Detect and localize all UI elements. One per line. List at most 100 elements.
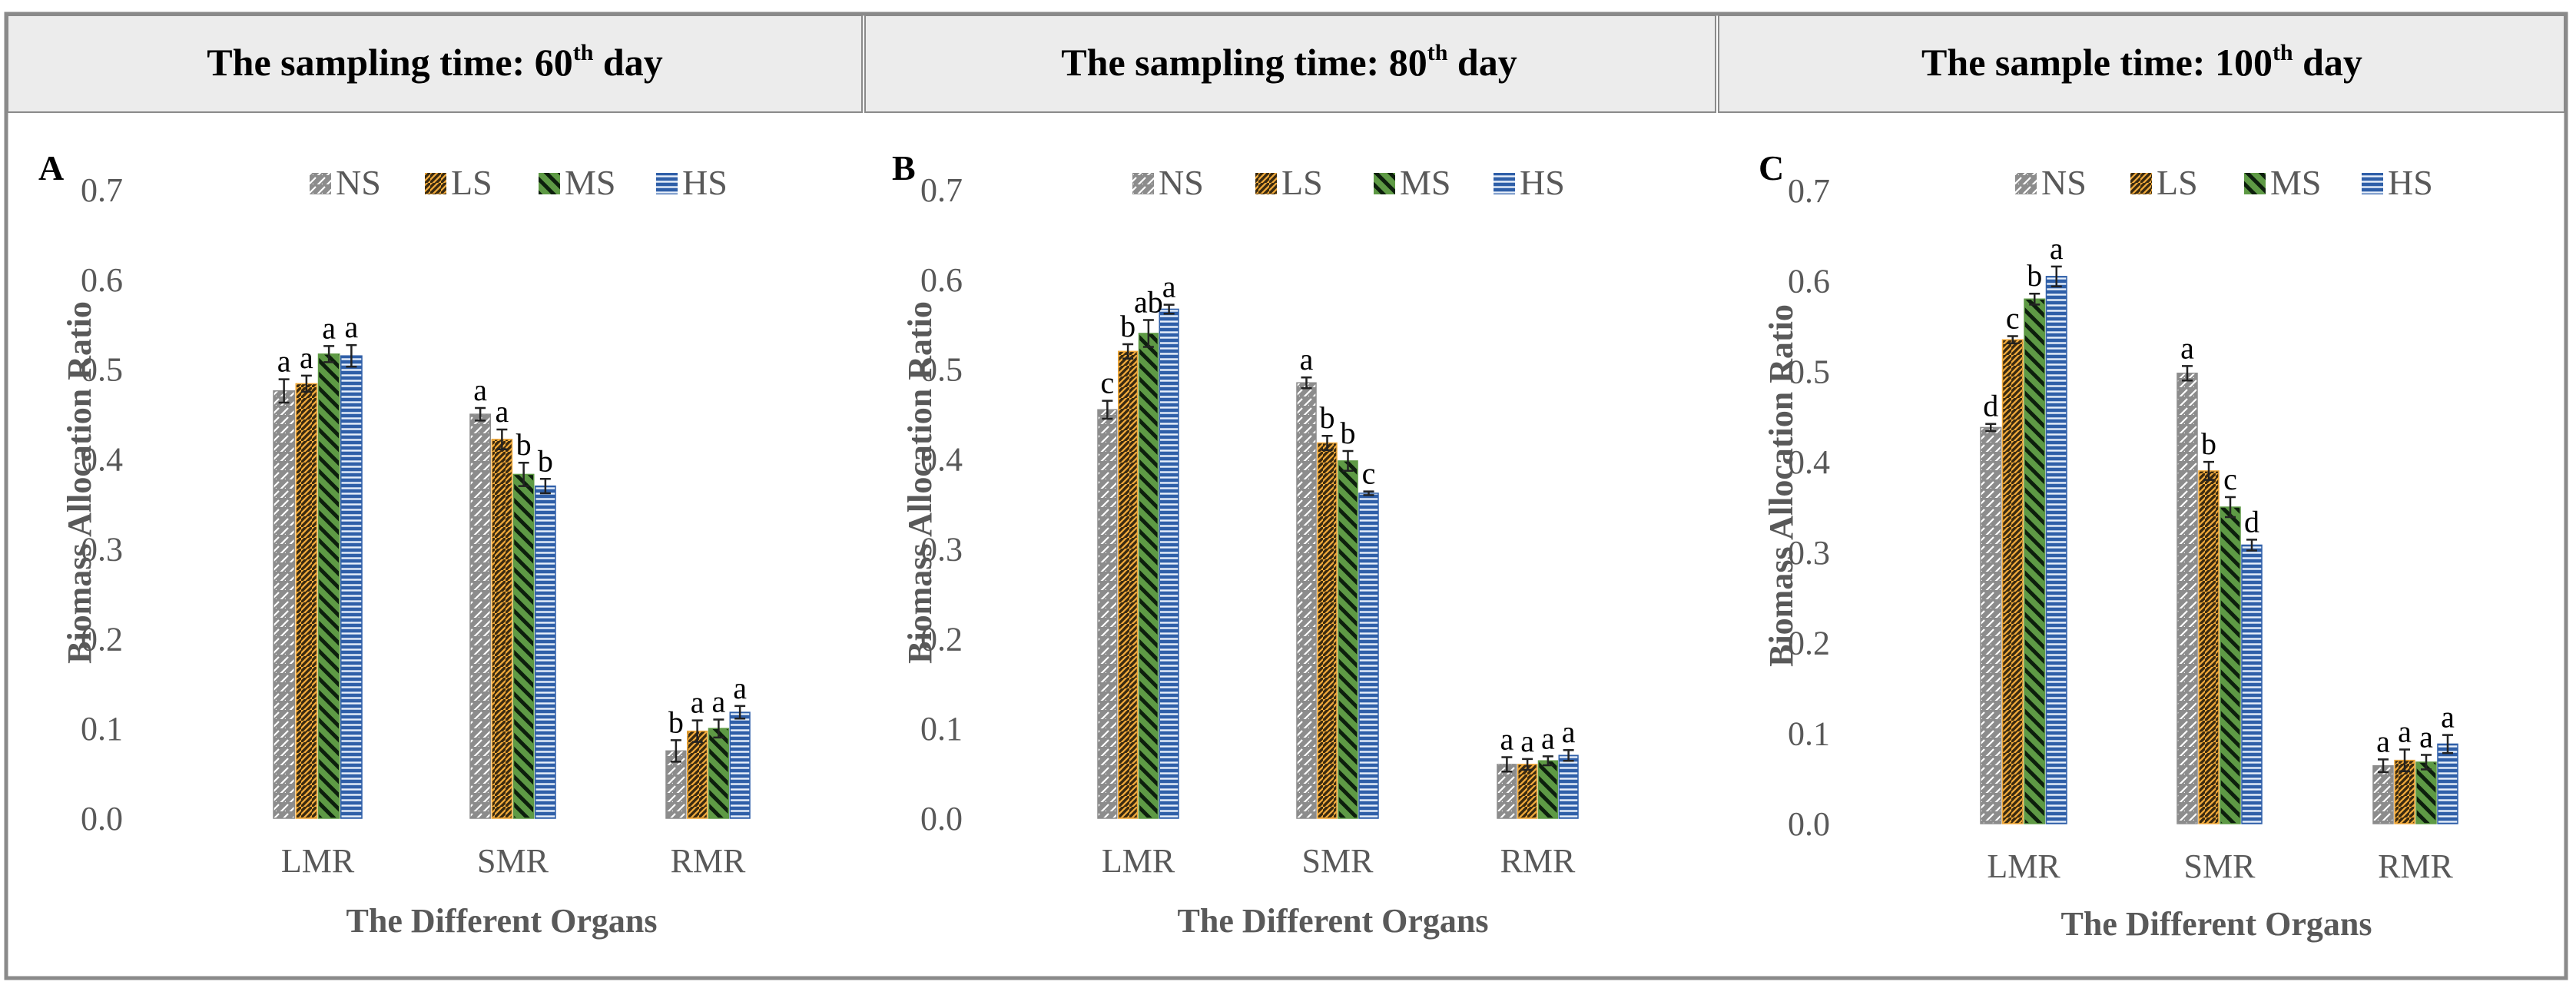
- significance-letter: c: [1100, 366, 1114, 400]
- bar-ns-lmr: [1097, 409, 1118, 819]
- y-tick-label: 0.1: [1788, 715, 1830, 752]
- significance-letter: c: [1362, 456, 1376, 491]
- error-bar: [2182, 365, 2193, 382]
- panel-a: The sampling time: 60th day A NS LS MS H…: [7, 15, 863, 940]
- panel-header-title: The sample time: 100th day: [1921, 40, 2362, 84]
- bar-ns-smr: [469, 413, 491, 819]
- bar-hs-lmr: [2045, 276, 2067, 824]
- bar-ms-smr: [512, 473, 535, 819]
- x-tick-label: SMR: [1302, 842, 1374, 880]
- bar-ls-lmr: [2001, 339, 2024, 824]
- x-tick-label: LMR: [1987, 847, 2060, 885]
- bar-hs-smr: [2241, 544, 2263, 824]
- bar-hs-smr: [535, 485, 556, 819]
- panel-letter: A: [38, 148, 64, 187]
- error-bar: [300, 374, 312, 393]
- bar-hs-lmr: [340, 355, 363, 819]
- panel-b: The sampling time: 80th day B NS LS MS H…: [864, 15, 1716, 940]
- significance-letter: b: [668, 705, 684, 739]
- panel-header-title: The sampling time: 80th day: [1061, 40, 1517, 84]
- significance-letter: a: [1500, 722, 1513, 757]
- significance-letter: a: [2180, 330, 2194, 365]
- legend: NS LS MS HS: [2015, 163, 2433, 202]
- legend-label-hs: HS: [2388, 163, 2433, 202]
- significance-letter: c: [2223, 462, 2237, 496]
- y-tick-label: 0.7: [1788, 172, 1830, 210]
- significance-letter: a: [473, 373, 487, 407]
- bar-ls-smr: [1317, 442, 1338, 819]
- error-bar: [2007, 335, 2018, 345]
- legend-label-hs: HS: [682, 163, 728, 202]
- y-tick-label: 0.4: [1788, 443, 1830, 481]
- significance-letter: a: [322, 310, 336, 345]
- bar-ns-smr: [2177, 373, 2198, 824]
- bar-hs-lmr: [1159, 308, 1179, 819]
- legend-label-ls: LS: [1281, 163, 1323, 202]
- significance-letter: a: [277, 344, 291, 379]
- error-bar: [2225, 496, 2236, 519]
- y-tick-label: 0.1: [81, 710, 123, 748]
- error-bar: [713, 718, 724, 739]
- panel-header-title: The sampling time: 60th day: [207, 40, 662, 84]
- significance-letter: a: [2050, 231, 2064, 266]
- error-bar: [323, 345, 335, 363]
- y-tick-label: 0.2: [81, 620, 123, 658]
- bar-ns-smr: [1296, 382, 1317, 819]
- error-bar: [2421, 754, 2432, 771]
- bar-ms-lmr: [1138, 333, 1159, 819]
- legend-swatch-ls: [1255, 173, 1277, 194]
- error-bar: [539, 478, 551, 495]
- error-bar: [2442, 734, 2453, 755]
- significance-letter: b: [538, 443, 553, 478]
- significance-letter: a: [2376, 724, 2390, 758]
- legend-swatch-ns: [310, 173, 331, 194]
- bar-ms-rmr: [1537, 760, 1558, 819]
- y-axis-label: Biomass Allocation Ratio: [1762, 304, 1800, 667]
- error-bar: [1363, 490, 1374, 496]
- error-bar: [1122, 343, 1134, 360]
- error-bar: [518, 461, 529, 487]
- bar-ls-lmr: [1118, 350, 1139, 819]
- bar-ms-lmr: [317, 353, 340, 819]
- x-tick-label: SMR: [2184, 847, 2256, 885]
- y-axis-label: Biomass Allocation Ratio: [61, 301, 98, 664]
- significance-letter: b: [1120, 309, 1135, 343]
- error-bar: [278, 378, 290, 404]
- x-axis-label: The Different Organs: [1178, 902, 1489, 940]
- error-bar: [1321, 434, 1333, 452]
- significance-letter: a: [2419, 720, 2433, 755]
- significance-letter: a: [2398, 714, 2412, 748]
- panel-header-bg: [864, 15, 1716, 113]
- x-tick-label: RMR: [2378, 847, 2453, 885]
- bar-ls-rmr: [687, 730, 708, 819]
- panel-header-bg: [7, 15, 863, 113]
- error-bar: [496, 428, 508, 450]
- y-tick-label: 0.0: [1788, 805, 1830, 843]
- error-bar: [2378, 758, 2389, 774]
- significance-letter: a: [1520, 724, 1534, 758]
- significance-letter: a: [1562, 715, 1576, 749]
- y-tick-label: 0.5: [1788, 353, 1830, 390]
- error-bar: [2051, 265, 2062, 288]
- y-tick-label: 0.0: [920, 800, 963, 837]
- error-bar: [670, 739, 681, 763]
- panel-letter: C: [1759, 148, 1784, 187]
- legend-label-ns: NS: [336, 163, 381, 202]
- legend: NS LS MS HS: [310, 163, 728, 202]
- x-tick-label: LMR: [1102, 842, 1175, 880]
- bar-ms-smr: [2220, 506, 2241, 824]
- legend-label-hs: HS: [1520, 163, 1565, 202]
- error-bar: [734, 705, 746, 720]
- error-bar: [1342, 449, 1354, 473]
- legend-label-ns: NS: [2041, 163, 2087, 202]
- bar-ms-rmr: [2415, 761, 2437, 824]
- y-axis-label: Biomass Allocation Ratio: [901, 301, 939, 664]
- significance-letter: ab: [1134, 284, 1163, 319]
- error-bar: [1301, 376, 1312, 390]
- legend-label-ns: NS: [1159, 163, 1204, 202]
- y-tick-label: 0.4: [81, 441, 123, 479]
- legend-swatch-ns: [2015, 173, 2037, 194]
- legend-swatch-ms: [1374, 173, 1395, 194]
- legend-label-ms: MS: [2270, 163, 2321, 202]
- y-tick-label: 0.6: [920, 261, 963, 299]
